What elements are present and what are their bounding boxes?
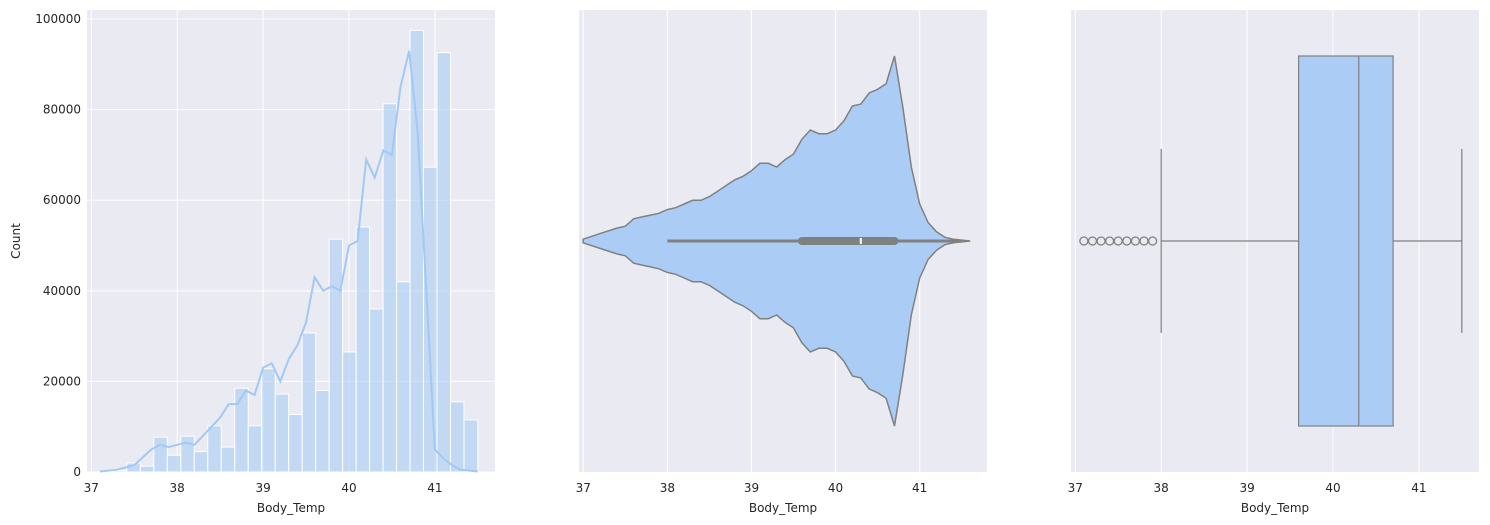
histogram-bar: [247, 425, 263, 473]
histogram-bar: [153, 436, 168, 473]
histogram-bars: [112, 29, 479, 473]
histogram-bar: [450, 401, 465, 473]
histogram-bar: [301, 332, 317, 473]
histogram-gridlines: [87, 10, 495, 473]
histogram-bar: [463, 419, 479, 473]
histogram-bar: [369, 308, 384, 473]
histogram-ticks: 37 38 39 40 41 0 20000 40000 60000 80000 100000: [35, 12, 442, 495]
box-outliers: [1079, 236, 1158, 246]
x-tick-label: 39: [255, 481, 270, 495]
histogram-bar: [436, 52, 452, 473]
x-tick-label: 41: [912, 481, 927, 495]
histogram-bar: [207, 425, 222, 473]
histogram-bar: [180, 435, 195, 473]
histogram-x-axis-label: Body_Temp: [257, 501, 325, 515]
histogram-bar: [409, 29, 425, 473]
y-tick-label: 100000: [35, 12, 81, 26]
box-iqr-rect: [1298, 55, 1394, 427]
x-tick-label: 38: [660, 481, 675, 495]
y-tick-label: 80000: [43, 103, 81, 117]
x-tick-label: 37: [576, 481, 591, 495]
histogram-bar: [382, 103, 398, 473]
histogram-bar: [396, 281, 411, 473]
histogram-bar: [234, 387, 249, 473]
x-tick-label: 38: [170, 481, 185, 495]
outlier-point: [1147, 236, 1158, 246]
x-tick-label: 39: [744, 481, 759, 495]
x-tick-label: 37: [1068, 481, 1083, 495]
y-tick-label: 40000: [43, 284, 81, 298]
x-tick-label: 41: [1411, 481, 1426, 495]
histogram-y-axis-label: Count: [9, 223, 23, 259]
histogram-bar: [355, 226, 371, 473]
histogram-bar: [193, 451, 209, 473]
histogram-bar: [423, 166, 438, 473]
box-panel: 37 38 39 40 41 Body_Temp: [1068, 10, 1479, 515]
histogram-bar: [274, 393, 290, 473]
y-tick-label: 0: [73, 465, 81, 479]
kde-curve: [99, 50, 478, 473]
histogram-bar: [342, 351, 357, 473]
histogram-bar: [261, 368, 276, 473]
histogram-bar: [220, 446, 236, 473]
x-tick-label: 41: [427, 481, 442, 495]
violin-x-axis-label: Body_Temp: [749, 501, 817, 515]
y-tick-label: 20000: [43, 374, 81, 388]
x-tick-label: 37: [84, 481, 99, 495]
x-tick-label: 40: [1325, 481, 1340, 495]
histogram-bar: [328, 238, 344, 473]
histogram-bar: [315, 389, 330, 473]
histogram-bar: [288, 413, 303, 473]
box-ticks: 37 38 39 40 41: [1068, 481, 1427, 495]
box-x-axis-label: Body_Temp: [1241, 501, 1309, 515]
violin-ticks: 37 38 39 40 41: [576, 481, 928, 495]
x-tick-label: 40: [341, 481, 356, 495]
x-tick-label: 39: [1239, 481, 1254, 495]
violin-panel: 37 38 39 40 41 Body_Temp: [576, 10, 987, 515]
y-tick-label: 60000: [43, 193, 81, 207]
histogram-panel: 37 38 39 40 41 0 20000 40000 60000 80000 100000 Bo…: [9, 10, 495, 515]
x-tick-label: 38: [1154, 481, 1169, 495]
histogram-bar: [166, 454, 182, 473]
histogram-bar: [139, 465, 155, 473]
x-tick-label: 40: [828, 481, 843, 495]
